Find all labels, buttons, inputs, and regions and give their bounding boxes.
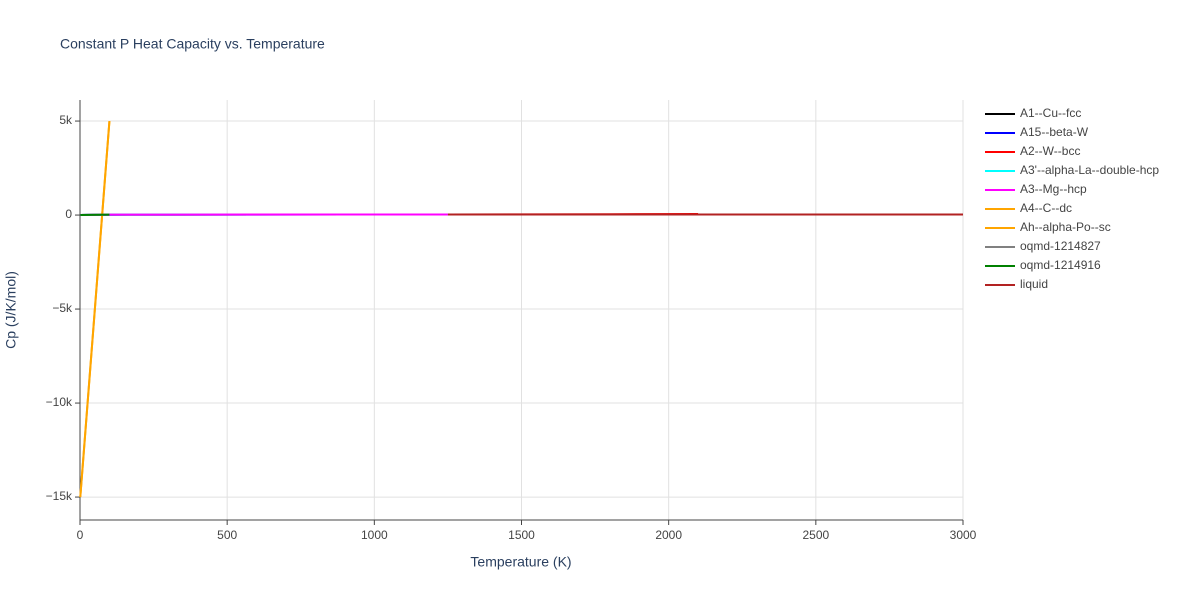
y-tick-label: −5k bbox=[52, 301, 73, 315]
legend-label: liquid bbox=[1020, 277, 1048, 291]
legend-label: Ah--alpha-Po--sc bbox=[1020, 220, 1111, 234]
y-tick-label: −15k bbox=[46, 489, 73, 503]
legend-label: oqmd-1214827 bbox=[1020, 239, 1101, 253]
series-line bbox=[80, 213, 448, 217]
x-tick-label: 3000 bbox=[950, 528, 977, 542]
legend-label: A2--W--bcc bbox=[1020, 144, 1080, 158]
legend-label: A1--Cu--fcc bbox=[1020, 106, 1081, 120]
legend-label: A15--beta-W bbox=[1020, 125, 1089, 139]
y-tick-label: 5k bbox=[59, 113, 73, 127]
x-tick-label: 500 bbox=[217, 528, 237, 542]
legend-label: A3'--alpha-La--double-hcp bbox=[1020, 163, 1159, 177]
legend-label: oqmd-1214916 bbox=[1020, 258, 1101, 272]
x-tick-label: 0 bbox=[77, 528, 84, 542]
series-line bbox=[79, 120, 111, 498]
x-tick-label: 2000 bbox=[655, 528, 682, 542]
x-tick-label: 2500 bbox=[802, 528, 829, 542]
y-tick-label: 0 bbox=[65, 207, 72, 221]
x-tick-label: 1500 bbox=[508, 528, 535, 542]
x-tick-label: 1000 bbox=[361, 528, 388, 542]
y-tick-label: −10k bbox=[46, 395, 73, 409]
legend-label: A4--C--dc bbox=[1020, 201, 1072, 215]
legend-label: A3--Mg--hcp bbox=[1020, 182, 1087, 196]
x-axis-title: Temperature (K) bbox=[470, 554, 571, 570]
y-axis-title: Cp (J/K/mol) bbox=[3, 271, 19, 349]
chart-title: Constant P Heat Capacity vs. Temperature bbox=[60, 36, 325, 52]
